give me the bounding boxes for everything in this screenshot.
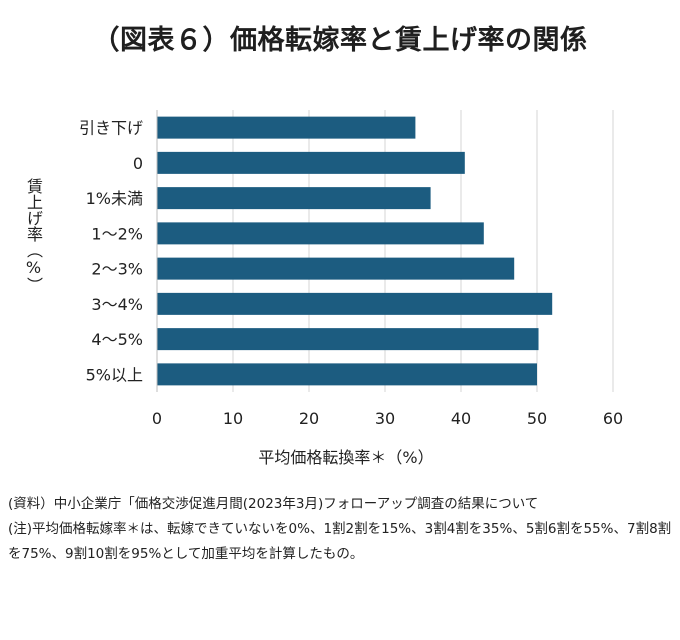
bars (157, 116, 553, 386)
x-axis-label: 平均価格転換率＊（%） (258, 448, 433, 467)
category-label: 1～2% (91, 224, 143, 243)
category-label: 引き下げ (79, 119, 143, 138)
bar (157, 151, 465, 174)
category-label: 5%以上 (86, 365, 143, 384)
category-label: 4～5% (91, 330, 143, 349)
bar (157, 292, 553, 315)
x-tick-label: 30 (375, 409, 395, 428)
x-tick-label: 10 (223, 409, 243, 428)
footnote: (注)平均価格転嫁率＊は、転嫁できていないを0%、1割2割を15%、3割4割を3… (8, 521, 672, 562)
category-label: 3～4% (91, 295, 143, 314)
bar (157, 257, 515, 280)
x-tick-label: 20 (299, 409, 319, 428)
x-tick-label: 60 (603, 409, 623, 428)
bar-chart: 引き下げ 0 1%未満 1～2% 2～3% 3～4% 4～5% 5%以上 0 10 20 30 40 5… (79, 110, 623, 467)
y-axis-label: 賃上げ率（%） (24, 178, 43, 293)
x-tick-labels: 0 10 20 30 40 50 60 (152, 409, 623, 428)
category-labels: 引き下げ 0 1%未満 1～2% 2～3% 3～4% 4～5% 5%以上 (79, 119, 143, 385)
notes: (資料）中小企業庁「価格交渉促進月間(2023年3月)フォローアップ調査の結果に… (8, 492, 672, 567)
chart-title: （図表６）価格転嫁率と賃上げ率の関係 (92, 25, 588, 56)
category-label: 2～3% (91, 260, 143, 279)
bar (157, 116, 416, 139)
bar (157, 363, 537, 386)
bar (157, 328, 539, 351)
x-tick-label: 50 (527, 409, 547, 428)
category-label: 0 (133, 154, 143, 173)
x-tick-label: 40 (451, 409, 471, 428)
source-note: (資料）中小企業庁「価格交渉促進月間(2023年3月)フォローアップ調査の結果に… (8, 496, 539, 512)
category-label: 1%未満 (86, 189, 143, 208)
x-tick-label: 0 (152, 409, 162, 428)
bar (157, 222, 484, 245)
bar (157, 187, 431, 210)
